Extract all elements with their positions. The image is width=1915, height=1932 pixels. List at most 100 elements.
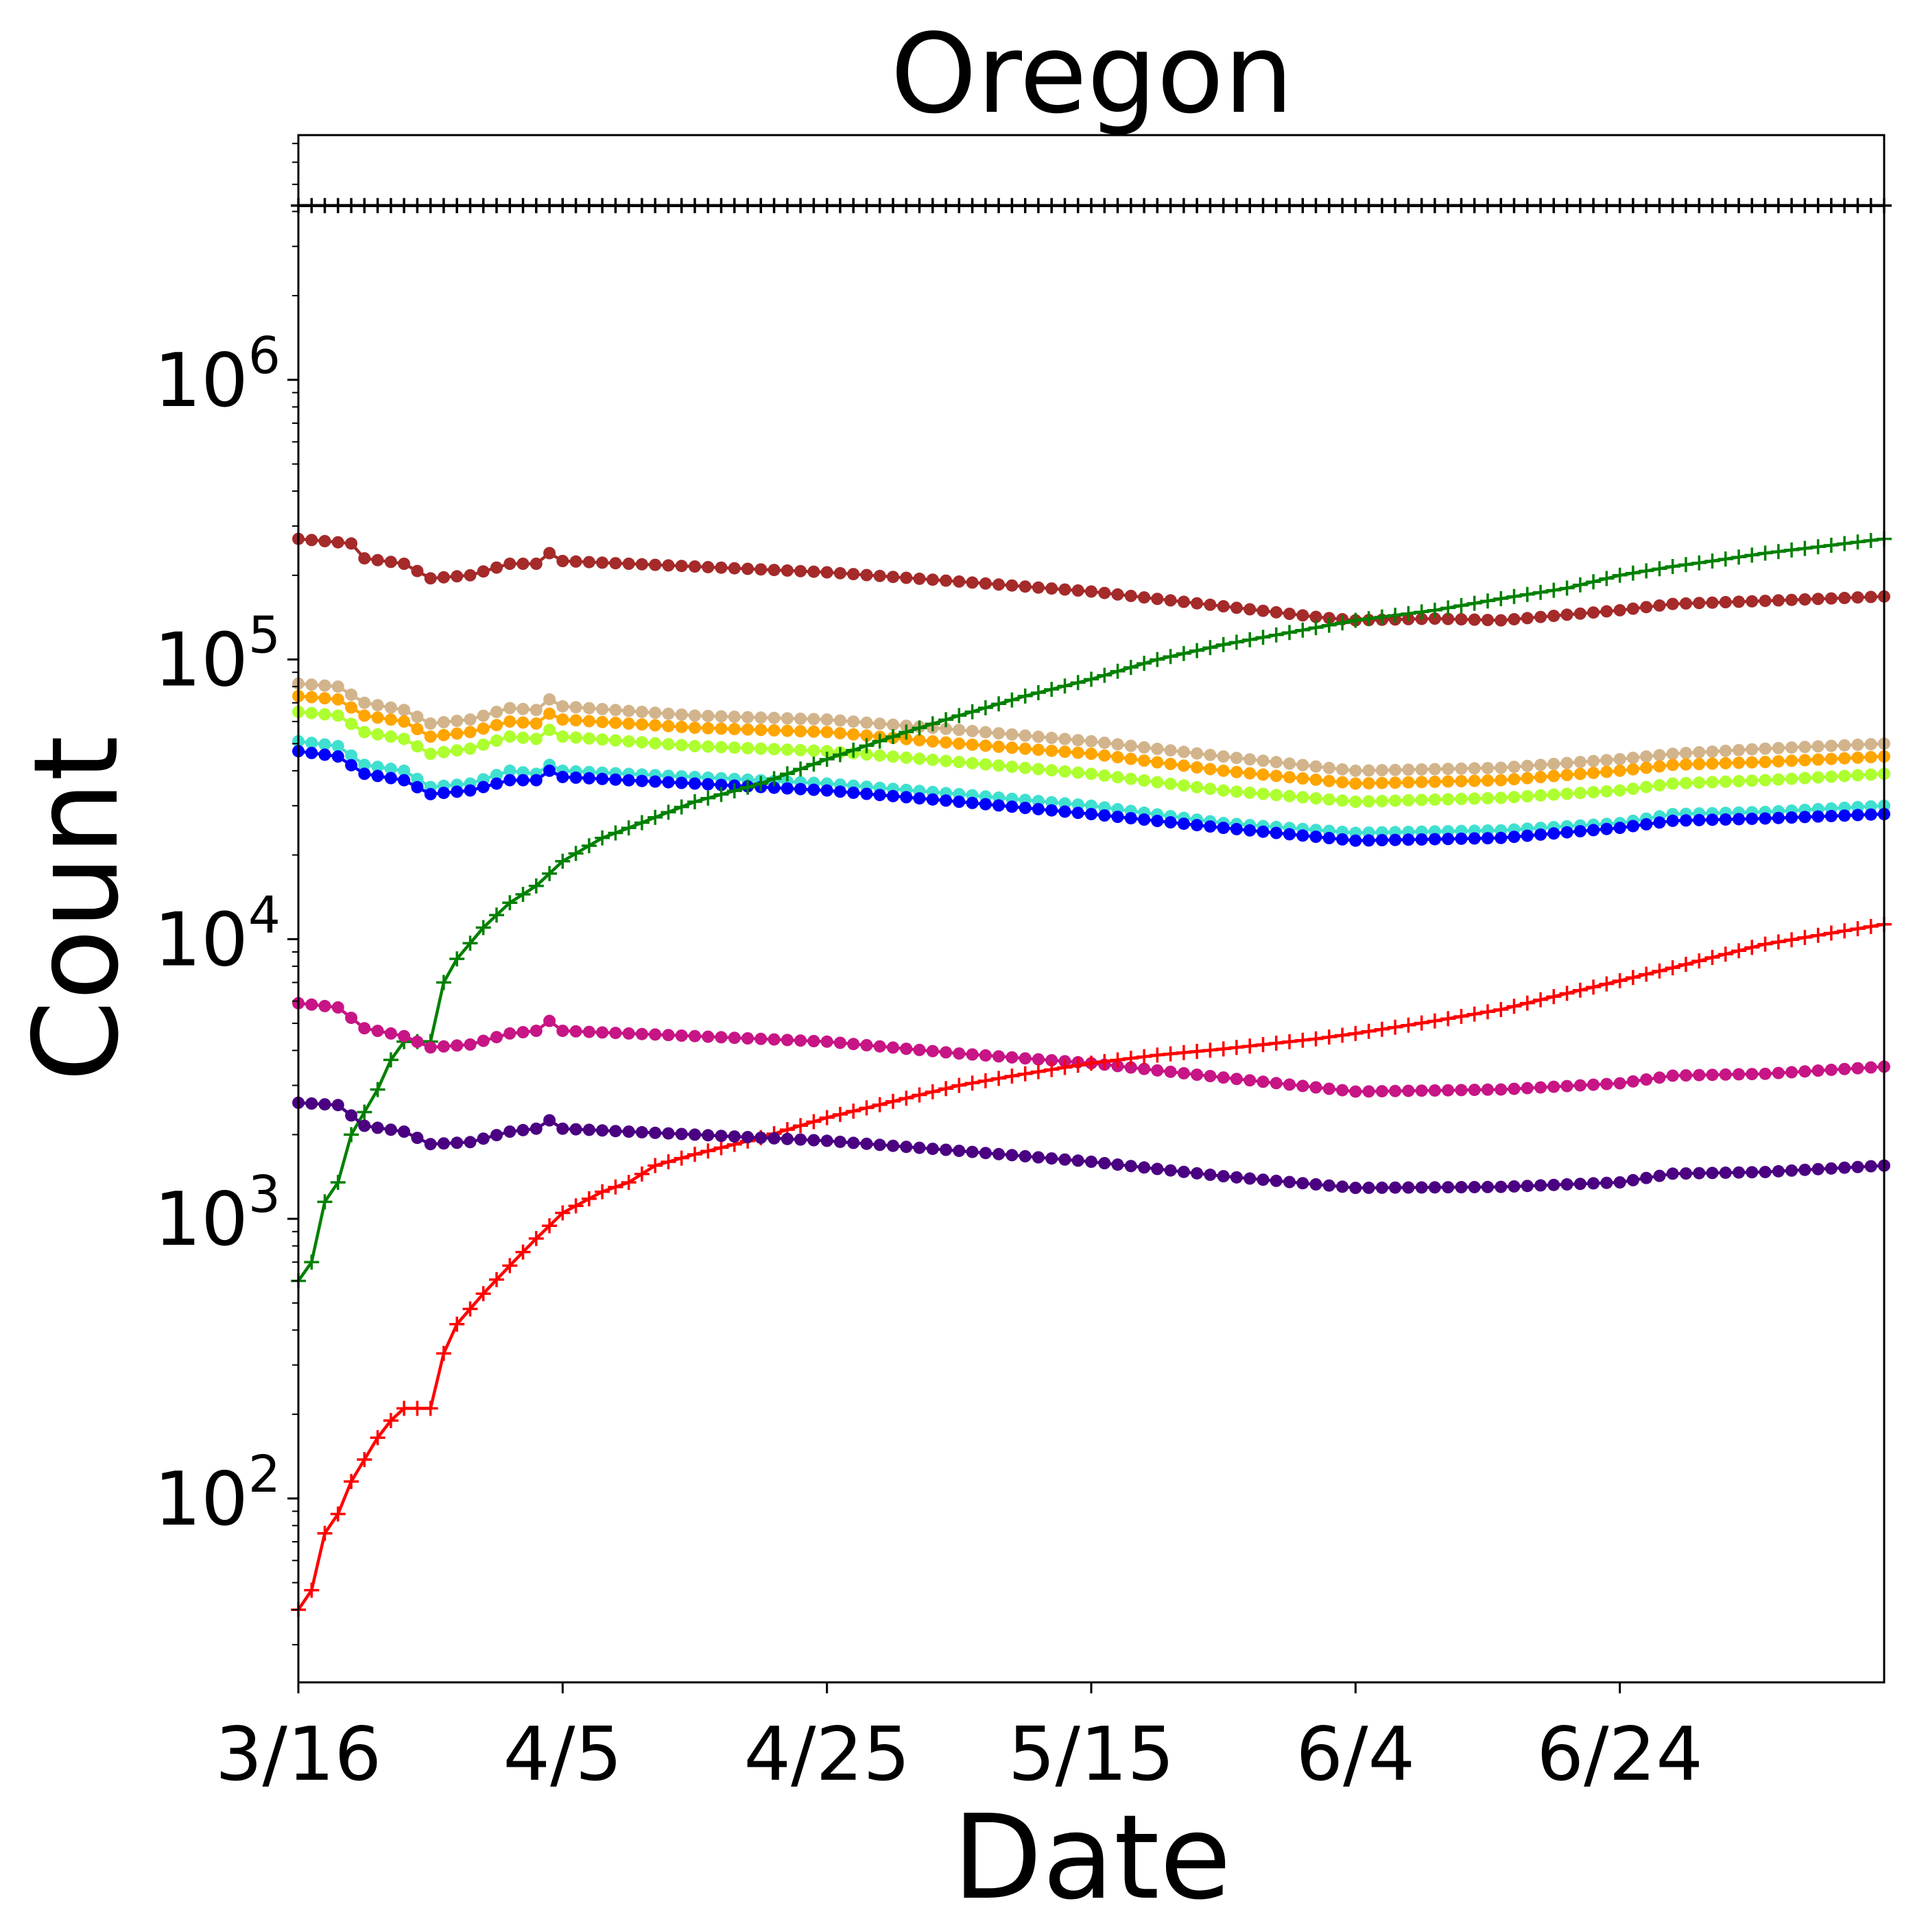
series-9-point (1004, 1069, 1020, 1084)
series-7-point (832, 747, 848, 763)
series-6-point (966, 796, 979, 809)
series-0-point (634, 198, 650, 213)
series-8-point (477, 1034, 490, 1047)
series-9-point (370, 1430, 385, 1446)
series-10-point (1270, 1174, 1283, 1187)
series-8-point (675, 1029, 688, 1042)
series-8-point (1573, 1079, 1586, 1092)
series-6-point (1547, 827, 1560, 840)
series-4-point (1071, 766, 1084, 779)
series-9-point (1017, 1066, 1033, 1082)
series-7-point (726, 783, 742, 799)
series-8-point (1521, 1082, 1534, 1095)
series-3-point (860, 729, 873, 742)
series-6-point (1071, 807, 1084, 820)
series-3-point (768, 724, 781, 737)
series-8-point (424, 1041, 437, 1054)
series-6-point (437, 787, 450, 800)
series-8-point (1759, 1067, 1772, 1080)
series-9-point (634, 1166, 650, 1182)
series-10-point (1640, 1171, 1653, 1184)
series-2-point (424, 717, 437, 730)
series-3-point (1071, 746, 1084, 759)
series-9-point (1110, 1052, 1126, 1068)
series-7-point (1546, 582, 1562, 598)
series-7-point (1704, 553, 1720, 569)
series-0-point (713, 198, 729, 213)
series-2-point (530, 704, 543, 717)
series-0-point (1493, 198, 1509, 213)
series-0-point (1717, 198, 1733, 213)
series-10-point (1442, 1181, 1455, 1194)
series-8-point (1244, 1074, 1257, 1087)
series-10-point (1257, 1173, 1270, 1186)
series-3-point (1573, 767, 1586, 780)
series-3-point (1442, 775, 1455, 788)
series-2-point (1680, 747, 1692, 759)
series-7-point (819, 752, 835, 767)
series-0-point (1665, 198, 1680, 213)
series-4-point (1587, 786, 1600, 798)
series-8-point (1257, 1075, 1270, 1088)
series-0-point (1440, 198, 1456, 213)
series-9-point (595, 1184, 610, 1200)
series-3-point (1600, 765, 1613, 778)
series-6-point (1534, 828, 1547, 841)
series-1-point (1257, 604, 1270, 617)
series-1-point (398, 558, 411, 570)
series-9-point (383, 1413, 399, 1429)
series-6-point (1733, 813, 1746, 826)
series-0-point (1770, 198, 1786, 213)
series-9-point (819, 1110, 835, 1125)
series-4-point (1045, 764, 1058, 777)
series-4-point (635, 736, 648, 749)
series-9-point (1850, 921, 1866, 937)
series-2-point (1560, 756, 1573, 770)
series-6-point (1693, 813, 1706, 826)
series-8-point (1468, 1084, 1481, 1097)
series-7-point (1466, 595, 1482, 611)
series-0-point (409, 198, 425, 213)
series-3-point (1534, 771, 1547, 783)
series-0-point (1150, 198, 1165, 213)
series-3-point (1415, 776, 1428, 789)
series-0-point (396, 198, 412, 213)
series-10-point (794, 1133, 807, 1146)
series-8-point (1482, 1083, 1494, 1096)
x-tick-label: 4/25 (744, 1712, 910, 1798)
series-2-point (1362, 764, 1375, 777)
series-1-point (675, 560, 688, 573)
series-6-point (1587, 824, 1600, 837)
series-10-point (1309, 1178, 1322, 1191)
series-3-point (833, 727, 846, 740)
y-axis-title: Count (9, 736, 145, 1082)
series-9-point (925, 1084, 940, 1099)
series-6-point (979, 798, 992, 811)
series-10-point (1495, 1180, 1508, 1193)
series-7-point (1652, 561, 1667, 577)
series-6-point (516, 774, 530, 787)
series-4-point (1785, 772, 1798, 785)
series-6-point (477, 780, 490, 794)
series-2-point (1613, 753, 1626, 765)
series-8-point (530, 1025, 543, 1037)
series-0-point (1639, 198, 1654, 213)
series-6-point (384, 772, 397, 785)
series-0-point (1837, 198, 1853, 213)
series-9-point (1678, 957, 1693, 973)
series-10-point (1824, 1162, 1837, 1175)
series-6-point (1138, 813, 1151, 826)
series-8-point (887, 1041, 899, 1054)
series-0-point (1466, 198, 1482, 213)
series-2-point (1191, 747, 1204, 760)
series-6-point (1640, 818, 1653, 831)
series-9-point (1466, 1006, 1482, 1022)
series-10-point (953, 1145, 966, 1157)
series-9-point (1837, 923, 1853, 939)
series-3-point (728, 723, 741, 735)
series-4-point (702, 740, 715, 753)
series-7-point (793, 761, 809, 777)
series-1-point (1296, 609, 1309, 622)
series-1-point (345, 537, 358, 550)
series-0-point (1810, 198, 1826, 213)
